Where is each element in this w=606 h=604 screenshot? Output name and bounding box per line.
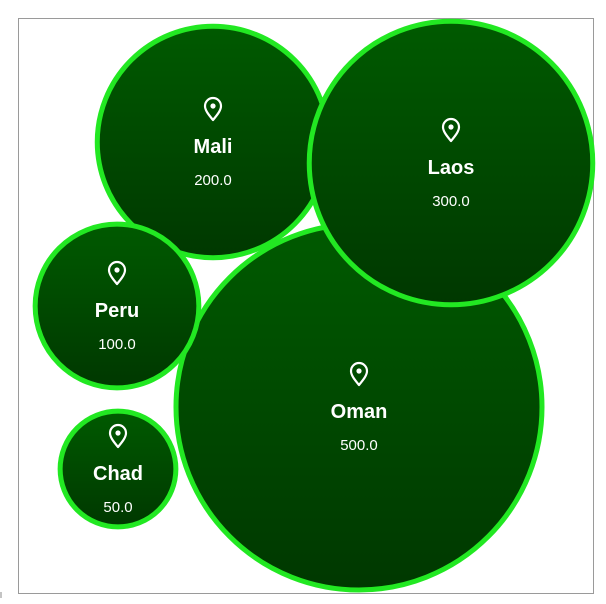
bubble-label-peru: Peru [95,300,139,322]
bubble-value-chad: 50.0 [103,499,132,516]
bubble-circle-peru[interactable] [32,221,202,391]
bubble-label-laos: Laos [428,157,475,179]
bubble-laos[interactable]: Laos 300.0 [306,18,596,308]
map-pin-icon [107,260,127,286]
map-pin-icon [349,361,369,387]
bubble-label-chad: Chad [93,463,143,485]
map-pin-icon [441,117,461,143]
map-pin-icon [203,96,223,122]
bubble-oman[interactable]: Oman 500.0 [173,221,545,593]
bubble-value-oman: 500.0 [340,437,378,454]
bubble-label-mali: Mali [194,136,233,158]
bubble-chad[interactable]: Chad 50.0 [57,408,179,530]
bubble-circle-laos[interactable] [306,18,596,308]
axis-corner-mark [0,592,2,598]
bubble-value-peru: 100.0 [98,336,136,353]
bubble-label-oman: Oman [331,401,388,423]
map-pin-icon [108,423,128,449]
bubble-value-mali: 200.0 [194,172,232,189]
bubble-value-laos: 300.0 [432,193,470,210]
bubble-peru[interactable]: Peru 100.0 [32,221,202,391]
bubble-circle-chad[interactable] [57,408,179,530]
